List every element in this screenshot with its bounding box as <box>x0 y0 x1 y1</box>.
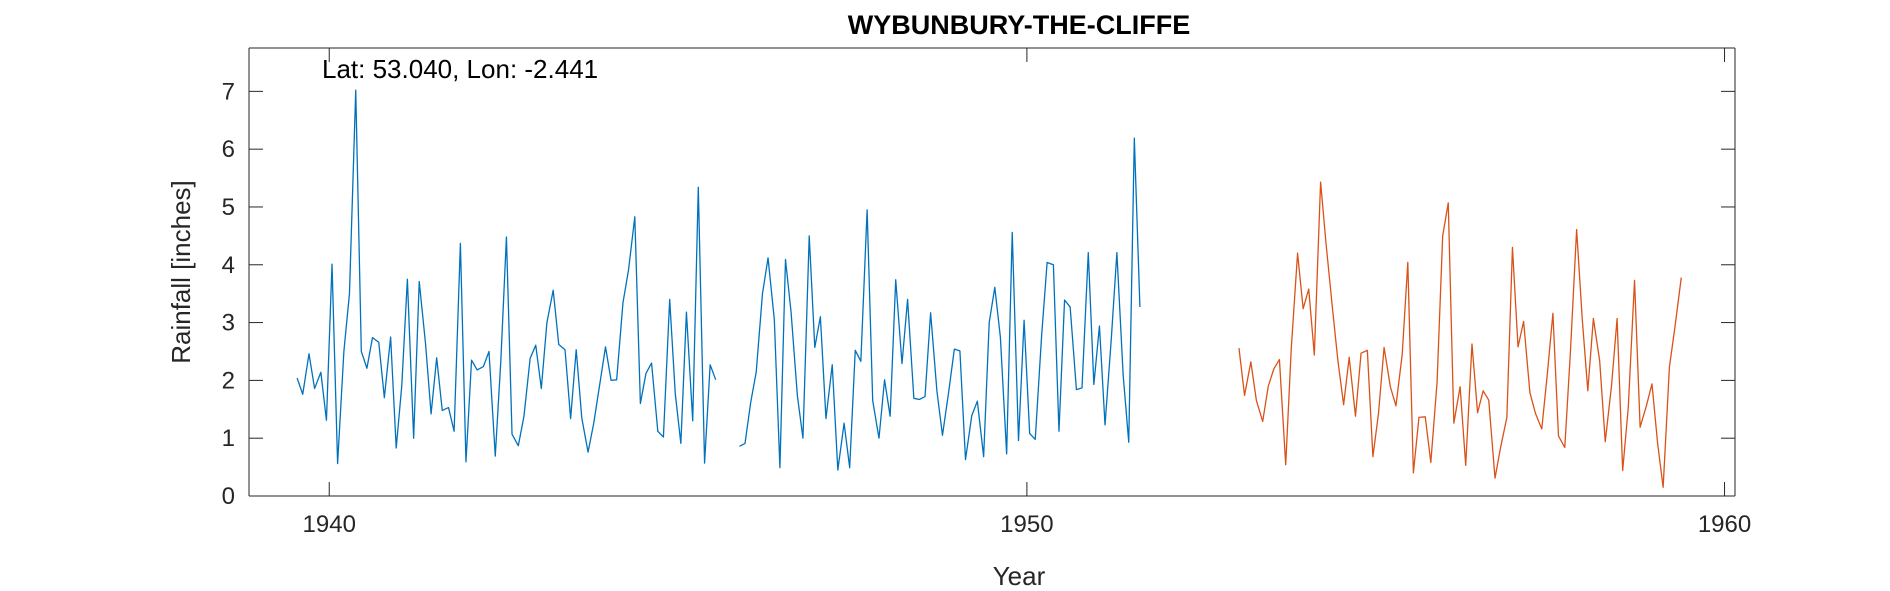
y-tick-label: 5 <box>222 194 235 221</box>
series-line-1 <box>296 89 1141 471</box>
x-tick-label: 1950 <box>1000 511 1053 538</box>
y-tick-label: 0 <box>222 483 235 510</box>
y-tick-label: 1 <box>222 425 235 452</box>
series-line-2 <box>1238 181 1682 488</box>
y-tick-label: 7 <box>222 78 235 105</box>
y-tick-label: 6 <box>222 136 235 163</box>
axes-layer: 1940 1950 1960 0 1 2 3 4 5 6 7 <box>222 47 1751 538</box>
y-tick-label: 2 <box>222 367 235 394</box>
y-tick-label: 3 <box>222 310 235 337</box>
y-axis-label: Rainfall [inches] <box>166 180 196 364</box>
x-tick-label: 1960 <box>1698 511 1751 538</box>
series-layer <box>296 89 1682 488</box>
y-tick-label: 4 <box>222 252 235 279</box>
x-axis-label: Year <box>993 561 1046 591</box>
location-annotation: Lat: 53.040, Lon: -2.441 <box>322 54 598 84</box>
chart-title: WYBUNBURY-THE-CLIFFE <box>848 10 1190 40</box>
x-tick-label: 1940 <box>303 511 356 538</box>
